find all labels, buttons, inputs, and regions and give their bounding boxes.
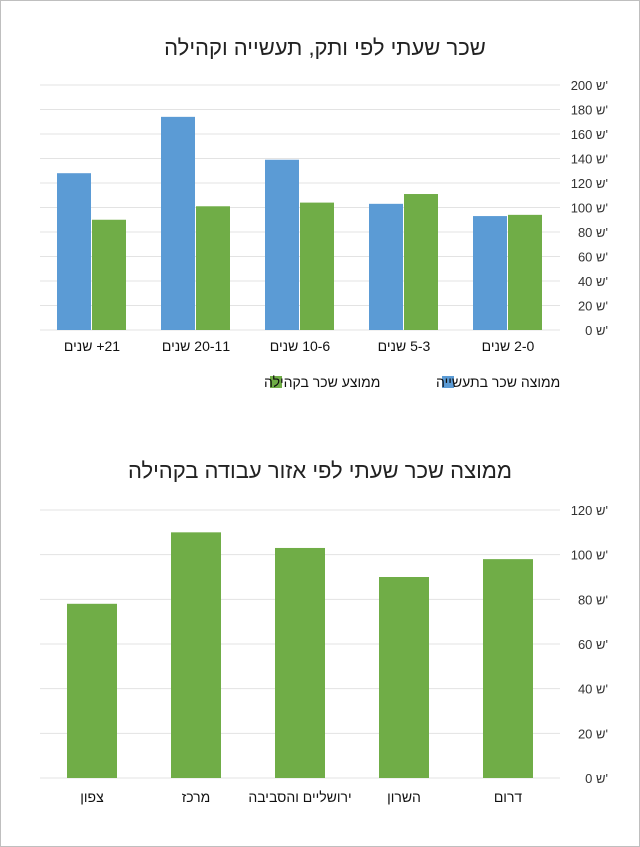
chart1-bar — [161, 116, 195, 330]
chart1-bar — [265, 159, 299, 330]
chart1-y-tick: 200 ש' — [571, 78, 608, 93]
chart1-bar — [404, 194, 438, 330]
chart1-bar — [508, 214, 542, 330]
chart1-bar — [473, 216, 507, 330]
chart1-category-label: 21+ שנים — [64, 338, 120, 354]
chart1-category-label: 20-11 שנים — [162, 338, 230, 354]
chart1-y-tick: 60 ש' — [578, 250, 608, 265]
chart1-y-tick: 20 ש' — [578, 299, 608, 314]
chart1-bar — [369, 203, 403, 330]
chart1-category-label: 10-6 שנים — [270, 338, 331, 354]
chart1-category-label: 5-3 שנים — [378, 338, 431, 354]
legend-label-industry: ממוצה שכר בתעשייה — [436, 374, 560, 390]
legend-label-community: ממוצע שכר בקהילה — [264, 374, 380, 390]
chart1-y-tick: 140 ש' — [571, 152, 608, 167]
chart1-y-tick: 180 ש' — [571, 103, 608, 118]
legend-swatch-community — [270, 376, 282, 388]
chart1-title: שכר שעתי לפי ותק, תעשייה וקהילה — [164, 35, 486, 60]
chart1-bar — [92, 219, 126, 330]
chart1-bar — [196, 206, 230, 330]
chart-seniority-wage: שכר שעתי לפי ותק, תעשייה וקהילה 0 ש' 20 ש… — [40, 35, 608, 390]
chart1-y-tick: 100 ש' — [571, 201, 608, 216]
legend-swatch-industry — [442, 376, 454, 388]
chart1-y-tick: 40 ש' — [578, 274, 608, 289]
chart1-y-tick: 80 ש' — [578, 225, 608, 240]
chart1-legend: ממוצה שכר בתעשייה ממוצע שכר בקהילה — [264, 374, 560, 390]
chart1-category-label: 2-0 שנים — [482, 338, 535, 354]
chart1-y-tick: 0 ש' — [585, 323, 608, 338]
chart1-y-tick: 120 ש' — [571, 176, 608, 191]
chart1-bar — [300, 202, 334, 330]
chart1-bar — [57, 173, 91, 330]
chart1-y-tick: 160 ש' — [571, 127, 608, 142]
